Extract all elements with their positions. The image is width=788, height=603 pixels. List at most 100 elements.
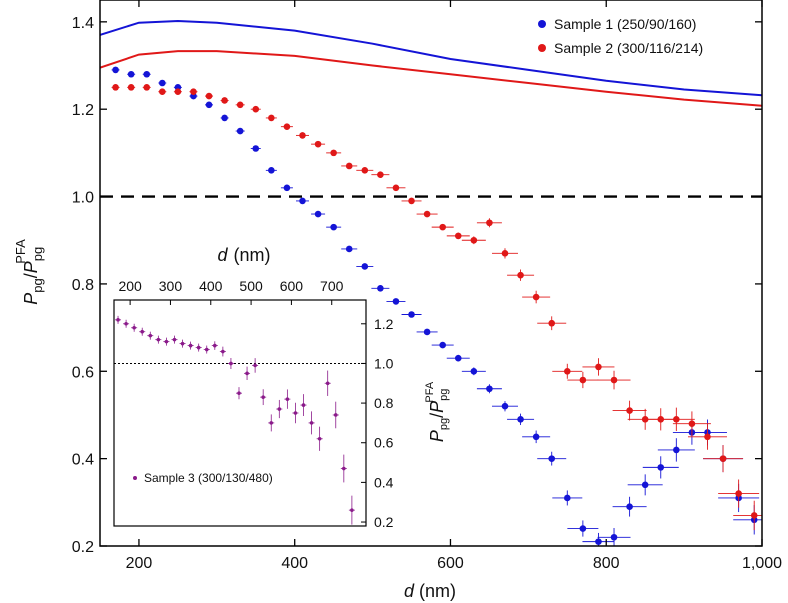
inset-data-point: [187, 341, 194, 350]
data-point-series-1: [431, 223, 454, 231]
data-point-series-1: [142, 84, 151, 91]
data-point-series-0: [371, 284, 390, 292]
data-point-series-1: [491, 248, 518, 259]
y-tick-label: 1.0: [72, 190, 94, 207]
inset-data-point: [276, 399, 283, 419]
x-tick-label: 800: [593, 555, 620, 572]
data-point-series-1: [295, 132, 309, 139]
data-point-series-0: [250, 145, 261, 152]
data-point-series-0: [111, 66, 120, 74]
data-point-series-1: [311, 140, 326, 148]
inset-data-point: [123, 319, 130, 328]
inset-x-tick-label: 200: [118, 278, 142, 294]
legend-label-sample-3: Sample 3 (300/130/480): [144, 471, 273, 485]
inset-data-point: [300, 394, 307, 416]
inset-y-axis-title: Ppg/PpgPFA: [424, 381, 450, 442]
data-point-series-0: [356, 263, 374, 270]
data-point-series-1: [612, 400, 647, 421]
data-point-series-0: [476, 384, 502, 394]
data-point-series-1: [687, 423, 727, 450]
inset-plot-frame: [113, 299, 367, 527]
inset-data-points: [115, 315, 355, 525]
data-point-series-1: [371, 171, 390, 179]
inset-data-point: [340, 454, 347, 483]
y-tick-label: 1.4: [72, 15, 94, 32]
data-point-series-0: [522, 430, 551, 444]
data-point-series-0: [295, 197, 309, 205]
data-point-series-0: [127, 70, 136, 78]
data-point-series-0: [491, 401, 518, 412]
main-plot: 200 400 600 800 1,000 0.2 0.4 0.6 0.8 1.0 1.2 1.4 S…: [13, 0, 782, 601]
data-point-series-1: [672, 411, 711, 436]
legend-marker-sample-1: [538, 20, 546, 28]
legend-label-sample-2: Sample 2 (300/116/214): [554, 40, 703, 56]
data-point-series-1: [703, 445, 744, 473]
inset-y-tick-label: 0.2: [374, 514, 394, 530]
data-point-series-1: [173, 88, 182, 96]
inset-data-point: [203, 345, 210, 354]
inset-data-point: [308, 411, 315, 435]
inset-data-point: [284, 389, 291, 409]
model-line-2: [100, 19, 762, 97]
inset-data-point: [195, 343, 202, 352]
data-point-series-1: [582, 358, 615, 376]
data-point-series-1: [416, 210, 438, 218]
inset-data-point: [292, 402, 299, 424]
data-point-series-1: [280, 123, 293, 130]
inset-data-point: [139, 327, 146, 336]
data-point-series-0: [597, 527, 631, 546]
data-point-series-1: [341, 162, 358, 170]
inset-data-point: [268, 414, 275, 432]
inset-y-tick-label: 1.2: [374, 316, 394, 332]
data-point-series-1: [356, 167, 374, 174]
data-point-series-1: [326, 149, 342, 157]
inset-data-point: [348, 495, 355, 525]
data-point-series-0: [280, 184, 293, 192]
legend-label-sample-1: Sample 1 (250/90/160): [554, 16, 696, 32]
data-point-series-0: [567, 520, 599, 537]
data-point-series-0: [507, 413, 535, 426]
inset-data-point: [244, 366, 251, 381]
x-axis-title: d (nm): [404, 581, 456, 601]
data-point-series-1: [597, 370, 631, 390]
data-point-series-0: [265, 167, 277, 174]
inset-x-axis-title: d (nm): [217, 245, 270, 265]
inset-x-tick-label: 500: [239, 278, 263, 294]
data-point-series-0: [235, 127, 245, 135]
data-point-series-1: [220, 97, 229, 104]
model-line-3: [100, 50, 762, 107]
data-point-series-0: [142, 70, 151, 78]
inset-data-point: [131, 323, 138, 332]
inset-data-point: [332, 401, 339, 429]
data-point-series-1: [189, 88, 198, 96]
inset-y-tick-label: 0.6: [374, 435, 394, 451]
data-point-series-0: [431, 341, 454, 349]
data-point-series-1: [235, 101, 245, 109]
svg-text:Ppg/PpgPFA: Ppg/PpgPFA: [424, 381, 450, 442]
data-point-series-0: [537, 451, 567, 466]
inset-data-point: [171, 335, 178, 344]
data-point-series-0: [416, 328, 438, 336]
data-point-series-1: [127, 84, 136, 91]
data-point-series-0: [311, 210, 326, 218]
x-tick-label: 200: [126, 555, 153, 572]
x-tick-label: 400: [281, 555, 308, 572]
y-tick-label: 0.6: [72, 364, 94, 381]
y-axis-title: Ppg/PpgPFA: [13, 239, 45, 305]
inset-x-tick-label: 400: [199, 278, 223, 294]
y-tick-label: 1.2: [72, 102, 94, 119]
data-point-series-1: [205, 92, 214, 100]
main-model-lines: [100, 19, 762, 107]
x-tick-label: 1,000: [742, 555, 782, 572]
inset-data-point: [316, 426, 323, 451]
inset-data-point: [179, 339, 186, 348]
main-legend: Sample 1 (250/90/160) Sample 2 (300/116/…: [538, 16, 703, 56]
inset-x-tick-label: 300: [159, 278, 183, 294]
data-point-series-1: [461, 236, 486, 245]
y-tick-label: 0.8: [72, 277, 94, 294]
legend-marker-sample-3: [133, 476, 137, 480]
inset-data-point: [235, 387, 242, 400]
main-axes: 200 400 600 800 1,000 0.2 0.4 0.6 0.8 1.0 1.2 1.4: [72, 0, 782, 572]
data-point-series-1: [657, 407, 695, 432]
